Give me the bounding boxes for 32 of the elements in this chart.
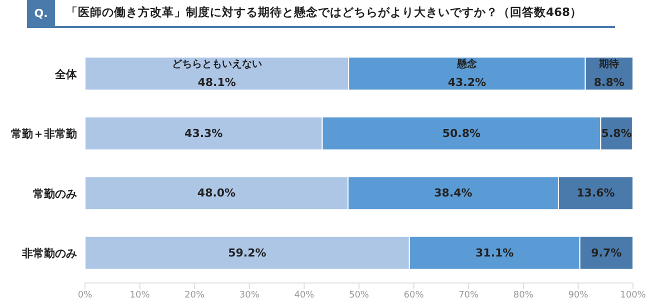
- x-tick-label: 0%: [78, 290, 93, 300]
- data-label: 13.6%: [576, 186, 615, 200]
- y-tick-label: 全体: [54, 68, 78, 81]
- data-label: 43.3%: [184, 126, 223, 140]
- data-label: 38.4%: [434, 186, 472, 200]
- chart-title: 「医師の働き方改革」制度に対する期待と懸念ではどちらがより大きいですか？（回答数468）: [66, 5, 582, 20]
- x-tick-label: 60%: [404, 290, 424, 300]
- x-tick-label: 40%: [294, 290, 315, 300]
- x-tick-label: 80%: [513, 290, 534, 300]
- x-tick-label: 90%: [568, 290, 589, 300]
- x-tick-label: 30%: [239, 290, 260, 300]
- series-label: 懸念: [456, 58, 478, 70]
- data-label: 48.1%: [198, 76, 236, 90]
- data-label: 31.1%: [476, 246, 514, 260]
- y-tick-label: 常勤のみ: [33, 187, 77, 200]
- data-label: 5.8%: [601, 126, 632, 140]
- x-tick-label: 100%: [620, 290, 646, 300]
- data-label: 50.8%: [442, 126, 481, 140]
- data-label: 9.7%: [591, 246, 622, 260]
- series-label: 期待: [598, 58, 620, 70]
- data-label: 8.8%: [594, 76, 624, 90]
- x-tick-label: 70%: [458, 290, 480, 300]
- series-label: どちらともいえない: [172, 59, 262, 70]
- text: Q.: [27, 0, 55, 27]
- x-tick-label: 20%: [184, 290, 206, 300]
- data-label: 43.2%: [448, 76, 486, 90]
- x-tick-label: 10%: [130, 290, 150, 300]
- y-tick-label: 非常勤のみ: [21, 247, 77, 260]
- x-tick-label: 50%: [348, 290, 370, 300]
- y-tick-label: 常勤＋非常勤: [11, 128, 77, 141]
- data-label: 59.2%: [228, 246, 266, 260]
- data-label: 48.0%: [197, 186, 236, 200]
